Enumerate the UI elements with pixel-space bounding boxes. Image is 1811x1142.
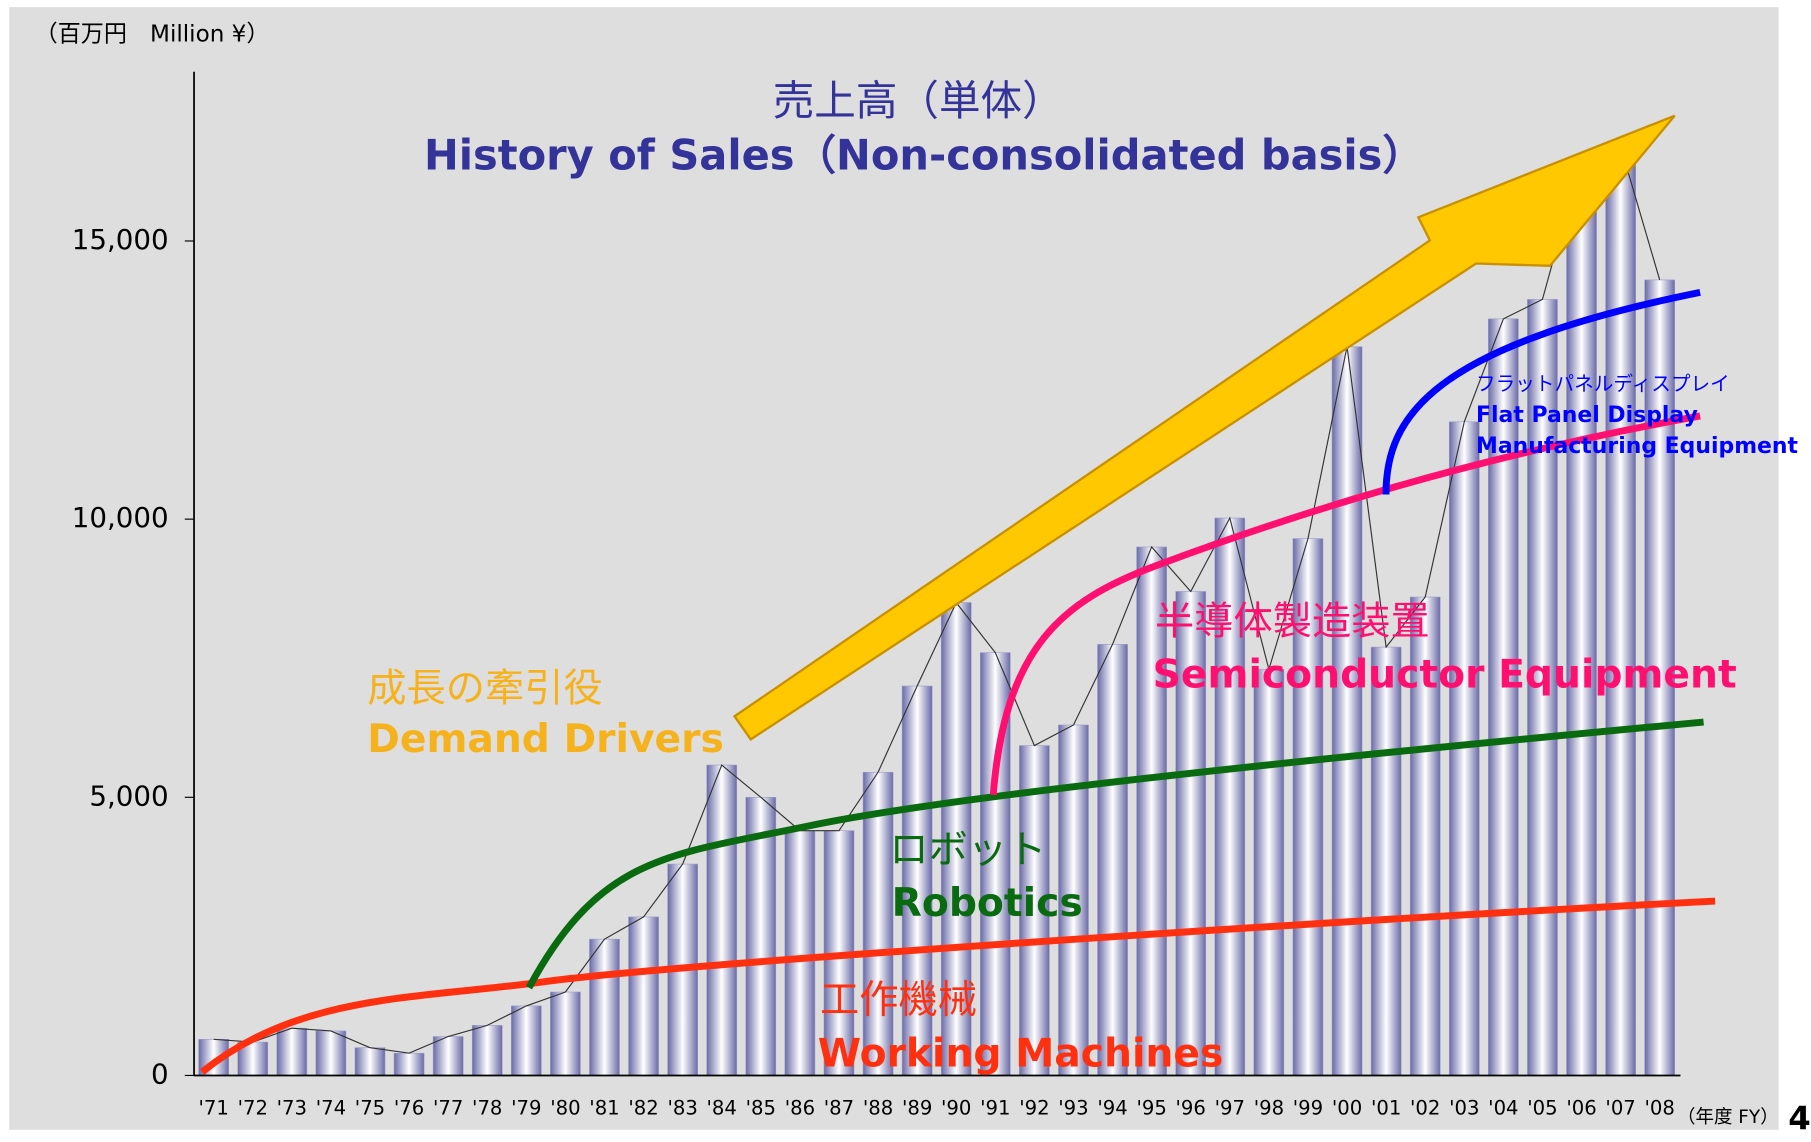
x-tick-label: '98	[1254, 1096, 1284, 1119]
bar	[471, 1025, 503, 1076]
growth-arrow	[732, 114, 1676, 741]
x-tick-label: '08	[1645, 1096, 1675, 1119]
bar	[706, 764, 738, 1076]
bar	[276, 1027, 308, 1076]
bar	[1097, 644, 1128, 1076]
x-tick-label: '05	[1527, 1096, 1557, 1119]
x-tick-label: '97	[1215, 1096, 1245, 1119]
page-number: 4	[1788, 1100, 1811, 1138]
annotation: Flat Panel Display	[1476, 403, 1698, 428]
bar	[393, 1052, 425, 1076]
bar	[1136, 546, 1167, 1076]
bar	[315, 1030, 347, 1076]
bar	[1253, 669, 1285, 1076]
annotation: 半導体製造装置	[1155, 599, 1430, 644]
x-tick-label: '80	[550, 1096, 580, 1119]
annotation: ロボット	[889, 828, 1046, 873]
x-tick-label: '03	[1449, 1096, 1479, 1119]
x-tick-label: '81	[589, 1096, 619, 1119]
title: 売上高（単体）	[773, 76, 1064, 125]
x-tick-label: '91	[980, 1096, 1010, 1119]
x-tick-label: '77	[433, 1096, 463, 1119]
x-tick-label: '74	[316, 1096, 346, 1119]
x-tick-label: '85	[746, 1096, 776, 1119]
x-tick-label: '92	[1019, 1096, 1049, 1119]
x-tick-label: '89	[902, 1096, 932, 1119]
robotics-curve	[525, 718, 1704, 990]
x-tick-label: '93	[1058, 1096, 1088, 1119]
y-tick-label: 5,000	[89, 779, 168, 812]
bar	[1292, 538, 1324, 1076]
x-tick-label: '83	[667, 1096, 697, 1119]
annotation: Manufacturing Equipment	[1476, 434, 1798, 459]
x-tick-label: '71	[198, 1096, 228, 1119]
annotation: Demand Drivers	[367, 717, 724, 762]
y-axis-label: （百万円 Million ¥）	[35, 21, 270, 47]
y-tick-label: 0	[151, 1057, 169, 1090]
x-axis-label: （年度 FY）	[1677, 1107, 1779, 1128]
x-tick-label: '84	[707, 1096, 737, 1119]
x-tick-label: '76	[394, 1096, 424, 1119]
bar	[589, 938, 620, 1076]
x-tick-label: '01	[1371, 1096, 1401, 1119]
semi-curve	[989, 412, 1701, 796]
x-tick-label: '87	[824, 1096, 854, 1119]
x-tick-label: '00	[1332, 1096, 1362, 1119]
x-tick-label: '04	[1488, 1096, 1518, 1119]
x-tick-label: '94	[1097, 1096, 1127, 1119]
bar	[862, 771, 894, 1076]
bar	[1566, 157, 1597, 1076]
x-tick-label: '86	[785, 1096, 815, 1119]
bar	[1175, 591, 1207, 1076]
x-tick-label: '73	[277, 1096, 307, 1119]
bar	[1409, 596, 1441, 1076]
annotation: フラットパネルディスプレイ	[1476, 372, 1730, 395]
y-tick-label: 15,000	[72, 223, 169, 256]
bar	[1331, 346, 1363, 1076]
x-tick-label: '02	[1410, 1096, 1440, 1119]
working-curve	[199, 897, 1716, 1075]
bar	[1370, 646, 1402, 1076]
bar	[940, 602, 972, 1076]
bar	[1644, 279, 1676, 1076]
subtitle: History of Sales（Non-consolidated basis）	[424, 130, 1424, 179]
bar	[628, 916, 659, 1076]
x-tick-label: '95	[1136, 1096, 1166, 1119]
top-line	[213, 145, 1661, 1054]
annotation: 成長の牽引役	[367, 666, 602, 711]
x-tick-label: '99	[1293, 1096, 1323, 1119]
x-tick-label: '75	[355, 1096, 385, 1119]
bar	[901, 685, 933, 1076]
x-tick-label: '72	[238, 1096, 268, 1119]
x-tick-label: '82	[628, 1096, 658, 1119]
x-tick-label: '79	[511, 1096, 541, 1119]
bar	[1527, 299, 1558, 1076]
x-tick-label: '07	[1605, 1096, 1635, 1119]
bar	[550, 991, 581, 1076]
x-tick-label: '96	[1176, 1096, 1206, 1119]
bar	[1605, 146, 1636, 1076]
bar	[1488, 318, 1519, 1076]
bar	[745, 797, 777, 1076]
bar	[432, 1036, 464, 1076]
bar	[784, 830, 816, 1076]
bar	[511, 1005, 542, 1076]
annotation: Robotics	[892, 881, 1083, 926]
annotation: Working Machines	[818, 1031, 1224, 1076]
x-tick-label: '78	[472, 1096, 502, 1119]
bar	[1019, 745, 1050, 1076]
x-tick-label: '06	[1566, 1096, 1596, 1119]
bar	[1214, 517, 1246, 1076]
x-tick-label: '90	[941, 1096, 971, 1119]
annotation: Semiconductor Equipment	[1153, 652, 1737, 697]
bar	[354, 1047, 386, 1076]
x-tick-label: '88	[863, 1096, 893, 1119]
annotation: 工作機械	[820, 978, 977, 1023]
y-tick-label: 10,000	[72, 501, 169, 534]
fpd-curve	[1382, 288, 1701, 495]
